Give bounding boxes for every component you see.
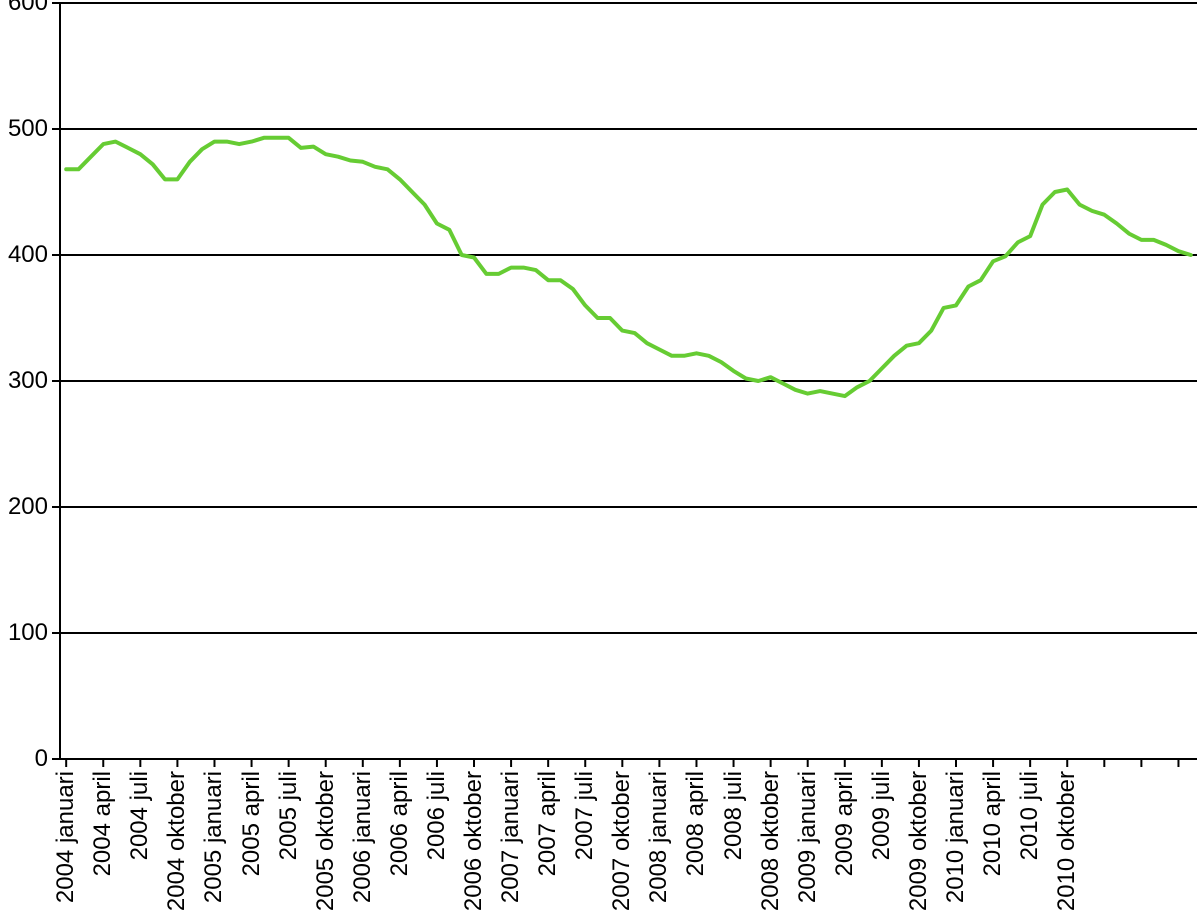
x-tick-label: 2007 oktober	[608, 771, 636, 911]
x-tick-label: 2005 januari	[200, 771, 228, 903]
y-tick-label: 100	[8, 619, 48, 647]
y-tick-label: 600	[8, 0, 48, 17]
x-tick-label: 2005 juli	[275, 771, 303, 860]
x-tick-label: 2009 juli	[868, 771, 896, 860]
x-tick-label: 2009 januari	[794, 771, 822, 903]
x-tick-label: 2008 oktober	[757, 771, 785, 911]
x-tick-label: 2004 juli	[126, 771, 154, 860]
x-tick-label: 2010 januari	[942, 771, 970, 903]
x-tick-label: 2004 april	[89, 771, 117, 876]
y-tick-label: 500	[8, 115, 48, 143]
x-tick-label: 2010 juli	[1016, 771, 1044, 860]
x-tick-label: 2007 april	[534, 771, 562, 876]
x-tick-label: 2006 oktober	[460, 771, 488, 911]
y-tick-label: 0	[35, 745, 48, 773]
x-tick-label: 2007 juli	[571, 771, 599, 860]
y-tick-label: 300	[8, 367, 48, 395]
x-tick-label: 2008 januari	[645, 771, 673, 903]
line-chart: 0 100 200 300 400 500 600 2004 januari 2004 apri…	[0, 0, 1200, 923]
y-tick-label: 200	[8, 493, 48, 521]
x-tick-label: 2005 april	[238, 771, 266, 876]
x-tick-label: 2006 april	[386, 771, 414, 876]
x-tick-label: 2006 juli	[423, 771, 451, 860]
x-tick-label: 2006 januari	[349, 771, 377, 903]
x-tick-label: 2007 januari	[497, 771, 525, 903]
x-tick-label: 2005 oktober	[312, 771, 340, 911]
x-tick-label: 2008 april	[682, 771, 710, 876]
x-tick-label: 2008 juli	[720, 771, 748, 860]
y-tick-label: 400	[8, 241, 48, 269]
x-tick-label: 2004 januari	[52, 771, 80, 903]
x-tick-label: 2010 april	[979, 771, 1007, 876]
x-tick-label: 2004 oktober	[163, 771, 191, 911]
x-tick-label: 2010 oktober	[1053, 771, 1081, 911]
x-tick-label: 2009 oktober	[905, 771, 933, 911]
x-tick-label: 2009 april	[831, 771, 859, 876]
